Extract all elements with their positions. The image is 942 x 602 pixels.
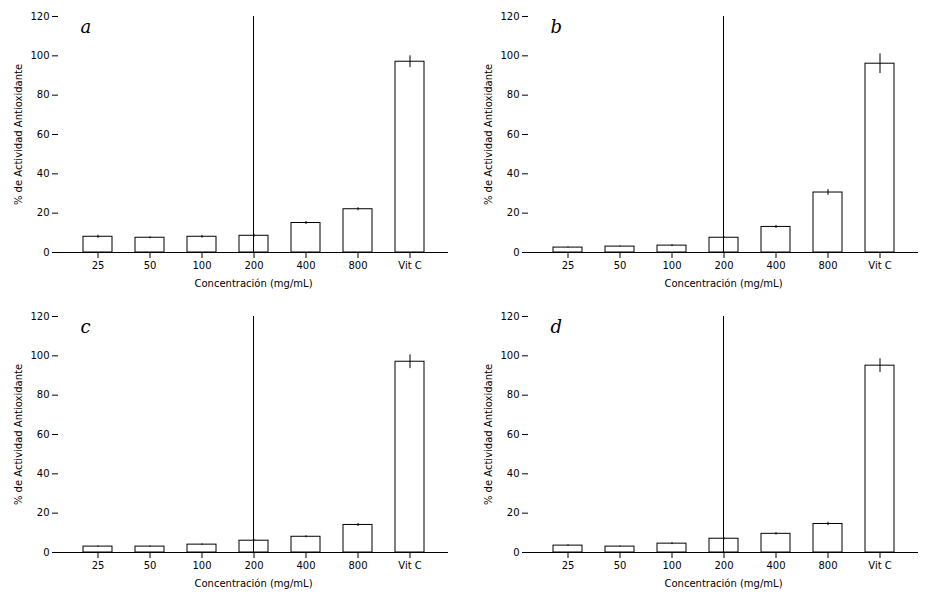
- svg-text:80: 80: [37, 89, 50, 100]
- svg-text:c: c: [81, 316, 91, 337]
- svg-text:200: 200: [244, 560, 263, 571]
- svg-text:120: 120: [30, 311, 49, 322]
- svg-text:100: 100: [30, 50, 49, 61]
- svg-text:20: 20: [37, 207, 50, 218]
- svg-text:0: 0: [513, 247, 519, 258]
- svg-text:100: 100: [192, 560, 211, 571]
- svg-text:40: 40: [507, 468, 520, 479]
- svg-text:800: 800: [348, 560, 367, 571]
- svg-text:60: 60: [507, 429, 520, 440]
- svg-text:200: 200: [244, 260, 263, 271]
- svg-text:20: 20: [507, 207, 520, 218]
- svg-text:400: 400: [296, 560, 315, 571]
- svg-text:100: 100: [662, 560, 681, 571]
- svg-text:a: a: [81, 16, 92, 37]
- svg-text:Vit C: Vit C: [868, 560, 891, 571]
- svg-text:800: 800: [818, 560, 837, 571]
- svg-text:0: 0: [43, 247, 49, 258]
- svg-text:25: 25: [562, 560, 575, 571]
- svg-text:25: 25: [92, 260, 105, 271]
- svg-text:% de Actividad Antioxidante: % de Actividad Antioxidante: [13, 64, 24, 205]
- svg-text:Vit C: Vit C: [398, 560, 421, 571]
- svg-text:120: 120: [30, 11, 49, 22]
- svg-text:d: d: [551, 316, 563, 337]
- svg-text:80: 80: [507, 89, 520, 100]
- svg-text:50: 50: [144, 560, 157, 571]
- svg-text:60: 60: [37, 129, 50, 140]
- svg-text:20: 20: [507, 507, 520, 518]
- svg-text:400: 400: [766, 560, 785, 571]
- svg-text:0: 0: [513, 547, 519, 558]
- svg-text:40: 40: [507, 168, 520, 179]
- svg-text:20: 20: [37, 507, 50, 518]
- svg-text:50: 50: [614, 560, 627, 571]
- svg-text:Vit C: Vit C: [868, 260, 891, 271]
- svg-text:120: 120: [500, 311, 519, 322]
- svg-text:800: 800: [348, 260, 367, 271]
- svg-text:800: 800: [818, 260, 837, 271]
- svg-text:400: 400: [296, 260, 315, 271]
- svg-text:120: 120: [500, 11, 519, 22]
- svg-text:100: 100: [500, 350, 519, 361]
- svg-text:80: 80: [37, 389, 50, 400]
- svg-text:400: 400: [766, 260, 785, 271]
- svg-text:% de Actividad Antioxidante: % de Actividad Antioxidante: [483, 364, 494, 505]
- svg-text:% de Actividad Antioxidante: % de Actividad Antioxidante: [13, 364, 24, 505]
- svg-text:25: 25: [562, 260, 575, 271]
- svg-text:60: 60: [37, 429, 50, 440]
- svg-text:Concentración (mg/mL): Concentración (mg/mL): [664, 278, 782, 289]
- svg-text:Concentración (mg/mL): Concentración (mg/mL): [194, 278, 312, 289]
- svg-text:40: 40: [37, 468, 50, 479]
- svg-text:100: 100: [500, 50, 519, 61]
- svg-text:60: 60: [507, 129, 520, 140]
- svg-text:Vit C: Vit C: [398, 260, 421, 271]
- svg-text:Concentración (mg/mL): Concentración (mg/mL): [664, 578, 782, 589]
- svg-text:50: 50: [144, 260, 157, 271]
- svg-text:% de Actividad Antioxidante: % de Actividad Antioxidante: [483, 64, 494, 205]
- svg-text:b: b: [551, 16, 563, 37]
- svg-text:100: 100: [192, 260, 211, 271]
- svg-text:25: 25: [92, 560, 105, 571]
- svg-text:Concentración (mg/mL): Concentración (mg/mL): [194, 578, 312, 589]
- svg-text:50: 50: [614, 260, 627, 271]
- svg-text:0: 0: [43, 547, 49, 558]
- svg-text:100: 100: [662, 260, 681, 271]
- svg-text:200: 200: [714, 260, 733, 271]
- svg-text:200: 200: [714, 560, 733, 571]
- svg-text:100: 100: [30, 350, 49, 361]
- svg-text:40: 40: [37, 168, 50, 179]
- svg-text:80: 80: [507, 389, 520, 400]
